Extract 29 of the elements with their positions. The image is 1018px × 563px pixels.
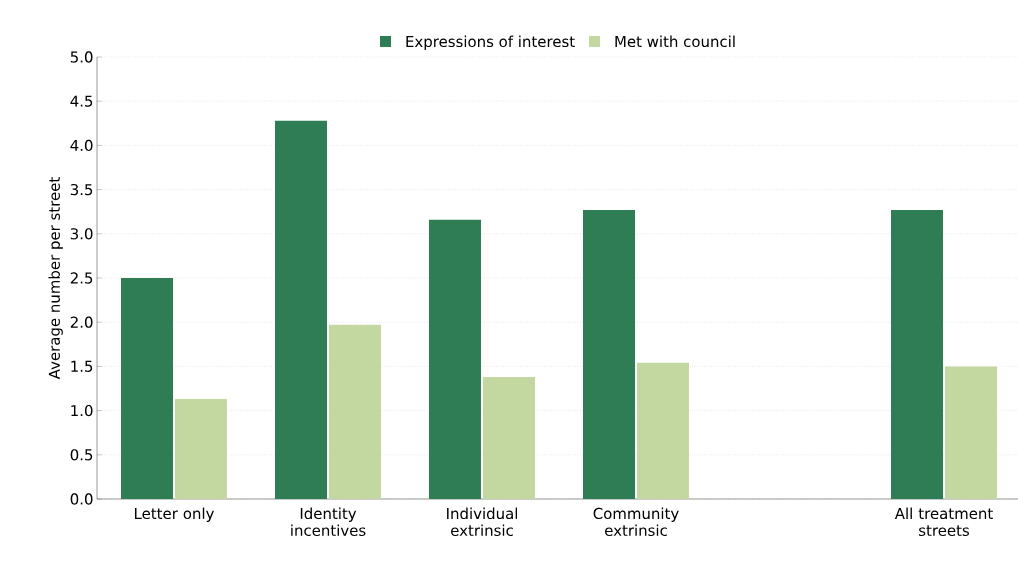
y-tick-label: 0.5 bbox=[70, 449, 93, 461]
y-tick-label: 3.5 bbox=[70, 183, 93, 196]
bar bbox=[637, 362, 689, 499]
legend-label: Met with council bbox=[615, 35, 735, 48]
bar bbox=[483, 377, 535, 499]
y-tick-label: 4.5 bbox=[70, 95, 93, 107]
bar bbox=[329, 324, 381, 499]
x-tick-label: Community extrinsic bbox=[593, 507, 679, 537]
y-tick-label: 0.0 bbox=[70, 493, 93, 505]
bar bbox=[275, 120, 327, 499]
bar bbox=[891, 209, 944, 499]
x-tick-label: Letter only bbox=[135, 507, 214, 522]
bar bbox=[429, 219, 481, 499]
y-tick-label: 5.0 bbox=[70, 51, 93, 63]
y-axis-title: Average number per street bbox=[48, 177, 63, 380]
x-tick-label: Identity incentives bbox=[291, 507, 366, 537]
y-tick-label: 2.5 bbox=[70, 272, 93, 284]
x-tick-label: Individual extrinsic bbox=[447, 507, 518, 537]
y-tick-label: 4.0 bbox=[70, 139, 93, 152]
y-tick-label: 1.5 bbox=[71, 360, 93, 372]
x-tick-label: All treatment streets bbox=[894, 507, 993, 537]
bar bbox=[121, 278, 173, 499]
y-tick-label: 3.0 bbox=[70, 228, 93, 240]
y-tick-label: 1.0 bbox=[71, 404, 93, 417]
bar bbox=[175, 399, 227, 499]
legend-label: Expressions of interest bbox=[406, 35, 575, 51]
bar bbox=[945, 366, 997, 499]
bar bbox=[583, 209, 635, 499]
y-tick-label: 2.0 bbox=[70, 316, 93, 328]
